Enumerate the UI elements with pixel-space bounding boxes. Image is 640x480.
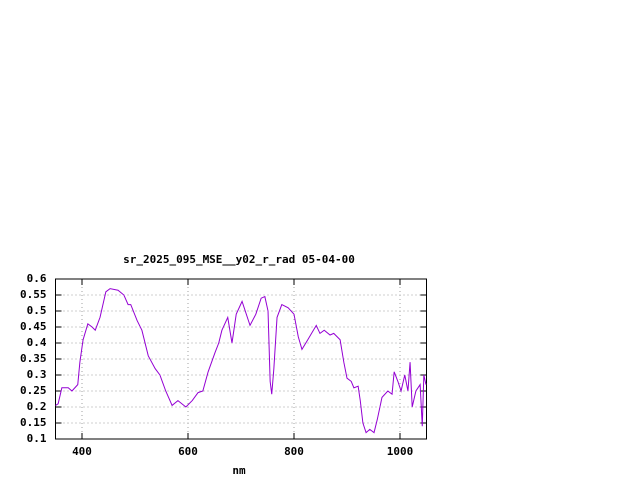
- y-tick-label: 0.2: [27, 400, 47, 413]
- y-tick-label: 0.3: [27, 368, 47, 381]
- y-tick-label: 0.5: [27, 304, 47, 317]
- x-tick-label: 600: [178, 445, 198, 458]
- y-tick-label: 0.55: [20, 288, 47, 301]
- y-tick-label: 0.35: [20, 352, 47, 365]
- y-tick-label: 0.25: [20, 384, 47, 397]
- chart-title: sr_2025_095_MSE__y02_r_rad 05-04-00: [123, 253, 355, 266]
- x-tick-label: 1000: [387, 445, 414, 458]
- plot-frame: [55, 278, 427, 440]
- y-tick-label: 0.6: [27, 272, 47, 285]
- data-line: [55, 288, 427, 434]
- x-tick-label: 800: [284, 445, 304, 458]
- y-tick-label: 0.1: [27, 432, 47, 445]
- y-tick-label: 0.15: [20, 416, 47, 429]
- y-tick-label: 0.4: [27, 336, 47, 349]
- x-axis-label: nm: [232, 464, 246, 477]
- x-tick-label: 400: [72, 445, 92, 458]
- y-tick-label: 0.45: [20, 320, 47, 333]
